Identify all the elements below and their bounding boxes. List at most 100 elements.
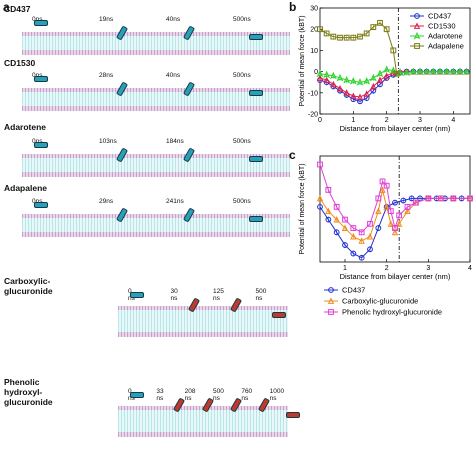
legend-label: Adapalene — [428, 42, 464, 51]
data-point — [414, 43, 420, 49]
legend-label: Carboxylic-glucuronide — [342, 297, 418, 306]
molecule-snapshot — [34, 202, 48, 208]
time-label: 500ns — [233, 138, 251, 145]
lipid-tails — [22, 36, 290, 50]
membrane-snapshot — [22, 206, 290, 246]
time-label: 0ns — [32, 72, 42, 79]
lipid-headgroups — [22, 172, 290, 177]
molecule-snapshot — [271, 312, 286, 318]
time-label: 40ns — [166, 16, 181, 23]
series-line — [319, 22, 398, 74]
legend-label: Phenolic hydroxyl-glucuronide — [342, 308, 442, 317]
molecule-snapshot — [249, 156, 263, 162]
time-label: 0 ns — [128, 388, 135, 402]
lipid-headgroups — [22, 154, 290, 159]
membrane-snapshot — [22, 146, 290, 186]
time-label: 19ns — [99, 16, 114, 23]
y-tick-label: 20 — [310, 27, 318, 34]
lipid-tails — [118, 310, 288, 332]
x-tick-label: 3 — [418, 117, 422, 124]
y-axis-label: Potential of mean force (kBT) — [299, 15, 306, 106]
molecule-label: Adarotene — [4, 122, 47, 132]
time-label: 0ns — [32, 198, 42, 205]
time-label: 0ns — [32, 16, 42, 23]
molecule-snapshot — [130, 292, 144, 298]
molecule-snapshot — [34, 20, 48, 26]
molecule-snapshot — [34, 142, 48, 148]
chart-b: 0 1 2 3 4 -20 -10 0 10 20 30 Distance from bilayer … — [299, 6, 471, 133]
molecule-snapshot — [249, 90, 263, 96]
molecule-label: CD1530 — [4, 58, 36, 68]
time-label: 30 ns — [170, 288, 178, 302]
x-axis-label: Distance from bilayer center (nm) — [340, 124, 451, 133]
data-point — [414, 13, 420, 19]
y-axis-label: Potential of mean force (kBT) — [299, 163, 306, 254]
time-label: 125 ns — [213, 288, 224, 302]
lipid-tails — [22, 158, 290, 172]
y-tick-label: 30 — [310, 6, 318, 13]
lipid-headgroups — [22, 214, 290, 219]
lipid-headgroups — [118, 332, 288, 337]
lipid-tails — [22, 92, 290, 106]
x-axis-label: Distance from bilayer center (nm) — [340, 272, 451, 281]
time-label: 40ns — [166, 72, 181, 79]
time-label: 760 ns — [241, 388, 253, 402]
data-point — [327, 297, 335, 304]
x-tick-label: 4 — [451, 117, 455, 124]
time-label: 1000 ns — [269, 388, 285, 402]
data-point — [328, 287, 334, 293]
time-label: 500 ns — [213, 388, 224, 402]
molecule-label: CD437 — [4, 4, 31, 14]
x-tick-label: 3 — [426, 265, 430, 272]
x-tick-label: 0 — [318, 117, 322, 124]
lipid-headgroups — [22, 32, 290, 37]
molecule-snapshot — [285, 412, 300, 418]
data-point — [413, 22, 421, 29]
lipid-headgroups — [22, 88, 290, 93]
time-label: 500ns — [233, 72, 251, 79]
panel-a: a CD4370ns19ns40ns500nsCD15300ns28ns40ns… — [3, 0, 300, 437]
time-label: 241ns — [166, 198, 184, 205]
lipid-headgroups — [22, 106, 290, 111]
time-label: 28ns — [99, 72, 114, 79]
lipid-headgroups — [22, 50, 290, 55]
panel-b-letter: b — [289, 0, 297, 14]
x-tick-label: 2 — [385, 265, 389, 272]
molecule-snapshot — [249, 34, 263, 40]
time-label: 500 ns — [255, 288, 267, 302]
legend-label: Adarotene — [428, 32, 463, 41]
data-point — [413, 31, 421, 40]
membrane-snapshot — [22, 80, 290, 120]
molecule-label: Carboxylic-glucuronide — [4, 276, 53, 296]
y-tick-label: 0 — [314, 69, 318, 76]
time-label: 184ns — [166, 138, 184, 145]
panel-c-letter: c — [289, 148, 296, 162]
molecule-snapshot — [130, 392, 144, 398]
time-label: 500ns — [233, 198, 251, 205]
legend-label: CD1530 — [428, 22, 456, 31]
time-label: 103ns — [99, 138, 117, 145]
lipid-tails — [22, 218, 290, 232]
molecule-label: Adapalene — [4, 183, 47, 193]
lipid-tails — [118, 410, 288, 432]
x-tick-label: 4 — [468, 265, 472, 272]
panel-a-letter: a — [3, 0, 10, 14]
time-label: 208 ns — [184, 388, 196, 402]
molecule-snapshot — [34, 76, 48, 82]
molecule-snapshot — [249, 216, 263, 222]
x-tick-label: 2 — [385, 117, 389, 124]
time-label: 0 ns — [128, 288, 135, 302]
molecule-label: Phenolic hydroxyl-glucuronide — [4, 377, 53, 407]
chart-c: 1 2 3 4 Distance from bilayer center (nm) Pot… — [299, 155, 474, 317]
plot-frame — [319, 7, 471, 115]
lipid-headgroups — [22, 232, 290, 237]
time-label: 29ns — [99, 198, 114, 205]
legend-label: CD437 — [428, 12, 451, 21]
y-tick-label: 10 — [310, 48, 318, 55]
legend-label: CD437 — [342, 286, 365, 295]
y-tick-label: -10 — [308, 90, 318, 97]
lipid-headgroups — [118, 432, 288, 437]
data-point — [328, 309, 334, 315]
time-label: 33 ns — [156, 388, 164, 402]
y-tick-label: -20 — [308, 112, 318, 119]
